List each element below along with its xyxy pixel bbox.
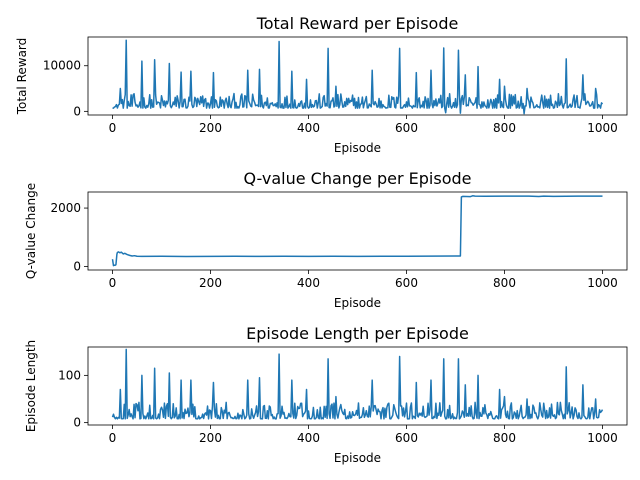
y-tick-label: 0 [73,416,81,430]
series-line [111,195,603,267]
x-axis-label: Episode [334,296,381,310]
chart-title: Episode Length per Episode [246,324,469,343]
chart-title: Total Reward per Episode [256,14,459,33]
y-tick-label: 100 [58,368,81,382]
x-tick-label: 400 [297,276,320,290]
x-tick-label: 400 [297,121,320,135]
x-tick-label: 600 [395,431,418,445]
y-tick-label: 2000 [50,201,81,215]
x-tick-label: 200 [199,121,222,135]
x-tick-label: 600 [395,121,418,135]
series-line [111,348,604,420]
x-tick-label: 0 [109,276,117,290]
x-tick-label: 600 [395,276,418,290]
x-axis-label: Episode [334,141,381,155]
axes-frame [87,191,628,271]
x-tick-label: 1000 [587,431,618,445]
x-tick-label: 800 [493,431,516,445]
axes-frame [87,36,628,116]
total-reward-panel: Total Reward per Episode Episode Total R… [15,14,628,155]
y-tick-label: 0 [73,259,81,273]
x-tick-label: 200 [199,276,222,290]
y-axis-label: Q-value Change [24,183,38,279]
y-tick-label: 10000 [43,59,81,73]
x-tick-label: 0 [109,431,117,445]
x-tick-label: 800 [493,276,516,290]
chart-title: Q-value Change per Episode [243,169,471,188]
x-tick-label: 1000 [587,121,618,135]
q-value-change-panel: Q-value Change per Episode Episode Q-val… [24,169,628,310]
y-axis-label: Total Reward [15,38,29,116]
x-tick-label: 400 [297,431,320,445]
x-tick-label: 800 [493,121,516,135]
x-tick-label: 200 [199,431,222,445]
x-tick-label: 1000 [587,276,618,290]
x-axis-label: Episode [334,451,381,465]
y-axis-label: Episode Length [24,340,38,432]
series-line [112,39,604,115]
episode-length-panel: Episode Length per Episode Episode Episo… [24,324,628,465]
y-tick-label: 0 [73,104,81,118]
axes-frame [87,346,628,426]
x-tick-label: 0 [109,121,117,135]
